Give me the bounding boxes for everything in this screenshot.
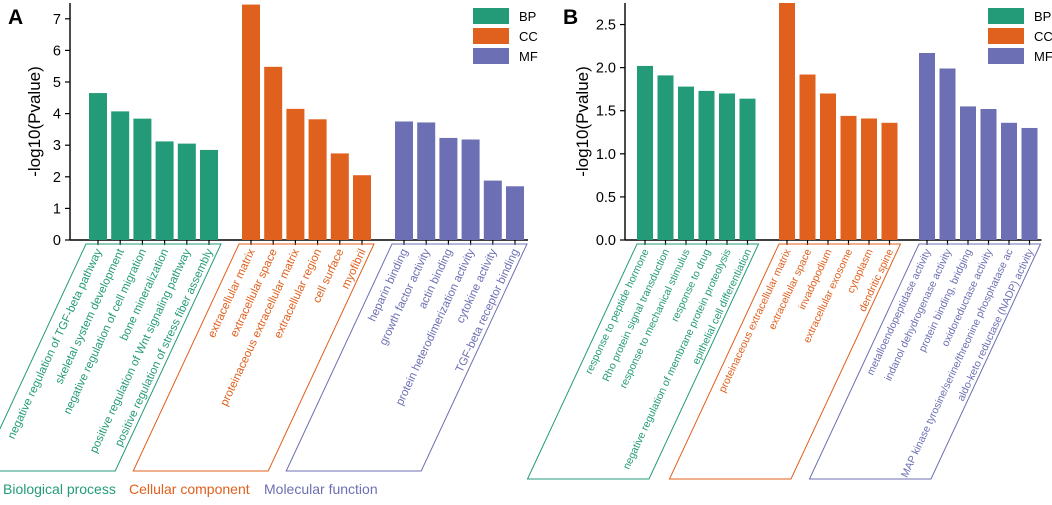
bar-mf: [395, 121, 413, 240]
legend-label: BP: [1034, 9, 1051, 24]
y-tick-label: 7: [53, 12, 61, 28]
group-bracket-cc: [668, 243, 902, 480]
y-tick-label: 3: [53, 138, 61, 154]
bar-cc: [264, 66, 283, 240]
bar-cc: [330, 153, 349, 240]
legend-label: CC: [1034, 29, 1052, 44]
y-tick-label: 1.5: [596, 104, 616, 120]
group-bracket-mf: [285, 243, 528, 472]
legend-swatch-bp: [473, 8, 509, 24]
legend-label: MF: [1034, 49, 1052, 64]
group-caption: Biological process: [3, 481, 116, 497]
legend-swatch-bp: [988, 8, 1024, 24]
bar-mf: [980, 109, 997, 241]
bar-cc: [242, 4, 260, 240]
bar-bp: [698, 90, 715, 240]
x-tick-label: negative regulation of TGF-beta pathway: [6, 247, 105, 441]
bar-mf: [1001, 122, 1017, 240]
bar-bp: [155, 141, 174, 240]
chart-panel-A: A 0 1 2 3 4 5 6 7 -log10(Pvalue) negative regulati…: [0, 3, 538, 497]
bar-bp: [719, 93, 735, 240]
legend-label: CC: [519, 29, 538, 44]
bar-bp: [111, 111, 130, 240]
group-bracket-bp: [526, 243, 760, 480]
y-tick-label: 2.5: [596, 18, 616, 34]
y-tick-label: 2: [53, 170, 61, 186]
bar-mf: [506, 186, 524, 240]
bar-bp: [739, 98, 756, 240]
bar-bp: [133, 118, 152, 240]
bar-cc: [779, 3, 795, 240]
bar-mf: [417, 122, 436, 240]
y-tick-label: 6: [53, 43, 61, 59]
legend-label: BP: [519, 9, 536, 24]
bar-mf: [483, 180, 502, 240]
bar-mf: [1021, 127, 1038, 240]
y-axis-title: -log10(Pvalue): [573, 66, 592, 177]
group-caption: Cellular component: [129, 481, 250, 497]
bar-bp: [657, 75, 674, 240]
y-tick-label: 0: [53, 233, 61, 249]
bar-mf: [960, 106, 976, 240]
y-tick-label: 0.5: [596, 190, 616, 206]
legend-swatch-mf: [473, 48, 509, 64]
bar-bp: [637, 65, 653, 241]
legend-swatch-cc: [473, 28, 509, 44]
panel-label: A: [8, 6, 23, 29]
y-tick-label: 1.0: [596, 147, 616, 163]
bar-mf: [939, 68, 956, 240]
bar-cc: [286, 108, 305, 240]
bar-bp: [678, 86, 694, 240]
group-bracket-cc: [132, 243, 375, 472]
bar-bp: [177, 143, 196, 240]
bar-bp: [200, 149, 218, 240]
legend-label: MF: [519, 49, 538, 64]
chart-panel-B: B0.00.51.01.52.02.5-log10(Pvalue)respons…: [526, 3, 1052, 480]
group-bracket-bp: [0, 243, 222, 472]
panel-label: B: [563, 6, 578, 29]
legend-swatch-cc: [988, 28, 1024, 44]
y-tick-label: 5: [53, 75, 61, 91]
bar-mf: [439, 137, 458, 240]
x-tick-label: proteinaceous extracellular matrix: [716, 247, 794, 395]
group-caption: Molecular function: [264, 481, 378, 497]
bar-cc: [881, 122, 898, 240]
y-tick-label: 4: [53, 107, 61, 123]
bar-mf: [919, 52, 935, 240]
bar-cc: [353, 175, 371, 240]
bar-cc: [840, 115, 857, 240]
y-tick-label: 0.0: [596, 233, 616, 249]
y-axis-title: -log10(Pvalue): [25, 66, 44, 177]
y-tick-label: 1: [53, 201, 61, 217]
bar-cc: [861, 118, 877, 240]
legend-swatch-mf: [988, 48, 1024, 64]
bar-mf: [461, 139, 480, 240]
bar-cc: [820, 93, 836, 240]
bar-cc: [308, 119, 327, 240]
y-tick-label: 2.0: [596, 61, 616, 77]
group-bracket-mf: [808, 243, 1042, 480]
bar-cc: [799, 74, 816, 240]
bar-bp: [89, 93, 107, 240]
